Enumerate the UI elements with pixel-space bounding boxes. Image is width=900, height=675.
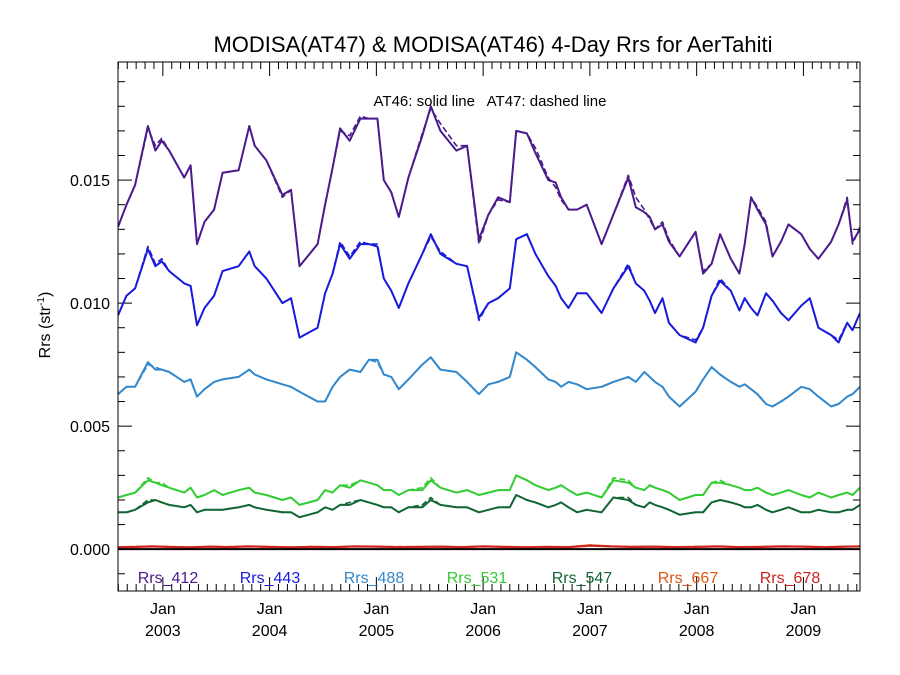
- legend-label-rrs-531: Rrs_531: [447, 570, 508, 587]
- y-axis-label-text: Rrs (str: [37, 305, 54, 358]
- y-axis-label-superscript: -1: [36, 297, 47, 306]
- y-tick-label: 0.010: [70, 296, 110, 313]
- legend-label-rrs-443: Rrs_443: [240, 570, 301, 587]
- series-line-rrs-531-at46-solid: [118, 474, 860, 506]
- plot-frame: [117, 61, 861, 592]
- x-tick-month-label: Jan: [791, 601, 817, 618]
- x-tick-year-label: 2009: [786, 623, 822, 640]
- x-tick-month-label: Jan: [363, 601, 389, 618]
- x-tick-month-label: Jan: [257, 601, 283, 618]
- x-tick-year-label: 2008: [679, 623, 715, 640]
- y-axis-label-close: ): [37, 292, 54, 297]
- x-tick-month-label: Jan: [150, 601, 176, 618]
- legend: Rrs_412 Rrs_443 Rrs_488 Rrs_531 Rrs_547 Rrs_6…: [138, 570, 821, 587]
- legend-label-rrs-667: Rrs_667: [658, 570, 719, 587]
- x-tick-year-label: 2005: [359, 623, 395, 640]
- legend-label-rrs-678: Rrs_678: [760, 570, 821, 587]
- y-tick-label: 0.015: [70, 173, 110, 190]
- legend-label-rrs-488: Rrs_488: [344, 570, 405, 587]
- x-tick-month-label: Jan: [577, 601, 603, 618]
- series-line-rrs-547-at46-solid: [118, 494, 860, 519]
- line-style-annotation: AT46: solid line AT47: dashed line: [374, 93, 607, 110]
- x-tick-year-label: 2006: [465, 623, 501, 640]
- series-line-rrs-678-at46-solid: [118, 544, 860, 549]
- series-line-rrs-488-at46-solid: [118, 351, 860, 408]
- legend-label-rrs-412: Rrs_412: [138, 570, 199, 587]
- x-tick-year-label: 2003: [145, 623, 181, 640]
- tick-layer: 0.000 0.005 0.010 0.015 Jan 2003 Jan 2004 Jan 200…: [70, 62, 860, 640]
- x-tick-month-label: Jan: [684, 601, 710, 618]
- legend-label-rrs-547: Rrs_547: [552, 570, 613, 587]
- x-tick-year-label: 2004: [252, 623, 288, 640]
- series-layer: [118, 105, 860, 549]
- series-line-rrs-443-at46-solid: [118, 233, 860, 344]
- y-tick-label: 0.000: [70, 542, 110, 559]
- series-line-rrs-412-at46-solid: [118, 105, 860, 275]
- x-tick-month-label: Jan: [470, 601, 496, 618]
- chart-title: MODISA(AT47) & MODISA(AT46) 4-Day Rrs fo…: [213, 32, 772, 57]
- y-axis-label: Rrs (str-1): [36, 292, 54, 359]
- y-tick-label: 0.005: [70, 419, 110, 436]
- x-tick-year-label: 2007: [572, 623, 608, 640]
